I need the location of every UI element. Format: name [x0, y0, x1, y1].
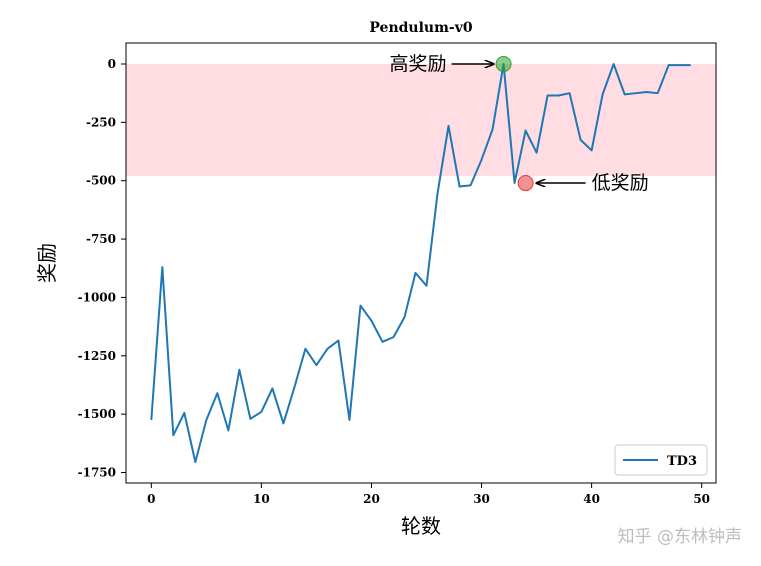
y-axis-label: 奖励 [35, 243, 59, 283]
x-axis-label: 轮数 [401, 514, 441, 538]
legend-label-td3: TD3 [667, 454, 697, 469]
y-axis-ticks: 0 -250 -500 -750 -1000 -1250 -1500 -1750 [78, 57, 126, 479]
y-tick-label: -500 [86, 174, 116, 188]
legend-box [614, 444, 708, 476]
annotation-markers [495, 56, 534, 192]
x-tick-label: 20 [363, 492, 380, 506]
y-tick-label: -250 [86, 115, 116, 129]
plot-frame [125, 42, 717, 484]
chart-title: Pendulum-v0 [369, 20, 472, 36]
x-tick-label: 50 [693, 492, 710, 506]
annotation-label-low: 低奖励 [592, 172, 649, 194]
x-tick-label: 40 [583, 492, 600, 506]
x-tick-label: 10 [253, 492, 270, 506]
y-tick-label: -1750 [78, 465, 116, 479]
annotation-marker [495, 56, 512, 73]
x-tick-label: 0 [147, 492, 155, 506]
series-line-td3 [150, 63, 691, 463]
legend: TD3 [614, 444, 708, 476]
x-axis-ticks: 0 10 20 30 40 50 [147, 483, 710, 506]
y-tick-label: -1000 [78, 290, 116, 304]
annotation-label-high: 高奖励 [390, 53, 447, 75]
x-tick-label: 30 [473, 492, 490, 506]
annotation-marker [517, 175, 534, 192]
series-layer [150, 63, 691, 463]
y-tick-label: -1500 [78, 407, 116, 421]
y-tick-label: -1250 [78, 349, 116, 363]
y-tick-label: 0 [108, 57, 116, 71]
y-tick-label: -750 [86, 232, 116, 246]
watermark: 知乎 @东林钟声 [618, 527, 742, 547]
high-reward-band [126, 64, 716, 177]
